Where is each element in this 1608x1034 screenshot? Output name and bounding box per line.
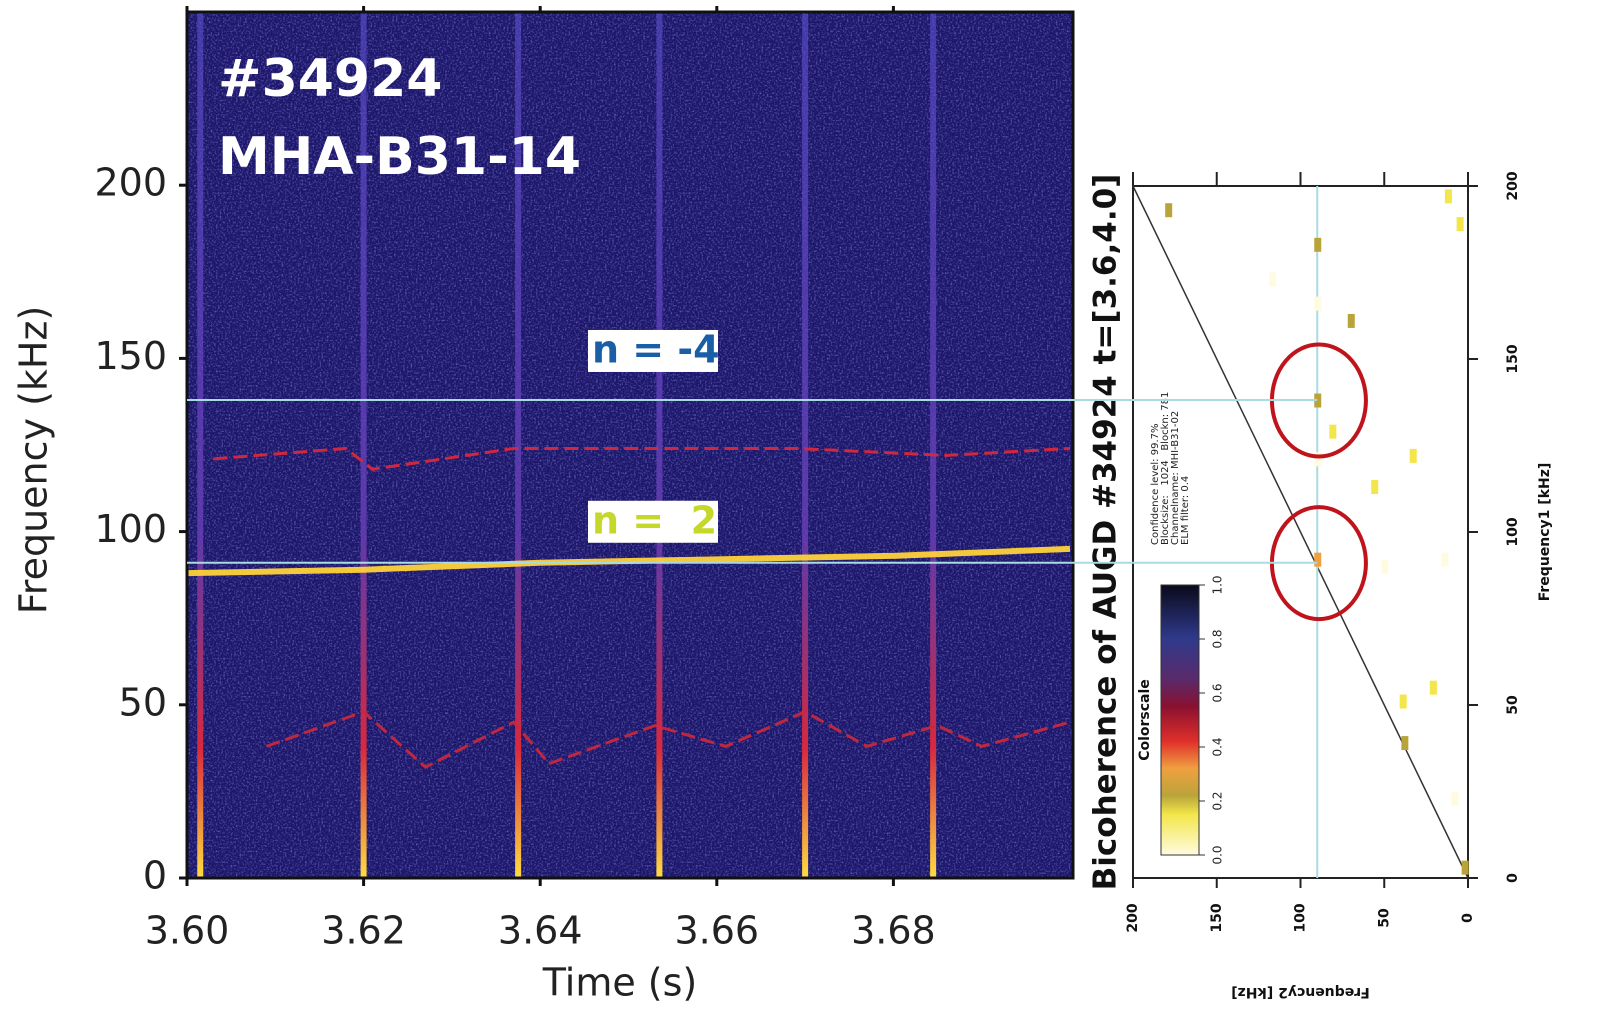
y-tick-label: 100 — [94, 507, 167, 551]
colorscale-bar — [1160, 584, 1200, 856]
y-tick-label: 150 — [94, 334, 167, 378]
bicoherence-point — [1381, 559, 1389, 574]
colorscale-tick-label: 0.2 — [1211, 791, 1225, 810]
colorscale-tick-label: 0.6 — [1211, 683, 1225, 702]
mode-trace — [213, 446, 1071, 471]
bicoherence-point — [1314, 452, 1322, 467]
elm-burst — [515, 12, 522, 878]
bicoherence-point — [1314, 393, 1322, 408]
x-tick-label: 3.68 — [851, 909, 936, 953]
colorscale-tick-label: 1.0 — [1211, 575, 1225, 594]
elm-burst — [656, 12, 663, 878]
y-tick-label: 200 — [1505, 171, 1521, 200]
plot-frame — [185, 10, 1075, 880]
x-tick-label: 50 — [1376, 908, 1392, 928]
bicoherence-point — [1314, 237, 1322, 252]
bicoherence-point — [1451, 791, 1459, 806]
spectrogram-features — [187, 12, 1071, 878]
elm-burst — [197, 12, 204, 878]
bicoherence-point — [1314, 552, 1322, 567]
bicoherence-point — [1441, 552, 1449, 567]
bicoherence-plot: 0 50 100 150 200 200 150 100 50 0 Frequency2 [kHz]… — [1088, 171, 1554, 1000]
x-tick-label: 3.60 — [145, 909, 230, 953]
y-tick-label: 100 — [1505, 517, 1521, 546]
y-tick-label: 50 — [1505, 695, 1521, 715]
colorscale-label: Colorscale — [1137, 679, 1153, 761]
y-tick-label: 50 — [119, 680, 167, 724]
info-line: Channelname: MHI-B31-02 — [1170, 411, 1181, 545]
mode-label: n = 2 — [592, 498, 717, 542]
bicoherence-point — [1429, 680, 1437, 695]
y-tick-label: 150 — [1505, 344, 1521, 373]
colorscale-tick-label: 0.0 — [1211, 845, 1225, 864]
spectrogram: 0 50 100 150 200 3.60 3.62 3.64 3.66 3.68 Time (s)… — [12, 6, 1075, 1005]
y-axis-label: Frequency1 [kHz] — [1537, 463, 1553, 602]
bicoherence-point — [1165, 203, 1173, 218]
colorscale-tick-label: 0.4 — [1211, 737, 1225, 756]
mode-label-box — [588, 329, 718, 372]
mode-label: n = -4 — [592, 327, 720, 371]
info-line: Blocksize: 1024 Blockn: 781 — [1160, 392, 1171, 545]
diagonal — [1132, 185, 1469, 879]
y-tick-label: 200 — [94, 161, 167, 205]
bicoherence-point — [1444, 189, 1452, 204]
mode-trace — [265, 710, 1071, 769]
chart-title: #34924 — [218, 49, 442, 109]
colorscale-tick-label: 0.8 — [1211, 629, 1225, 648]
elm-burst — [802, 12, 809, 878]
mode-trace — [187, 545, 1071, 577]
x-axis-label: Time (s) — [542, 961, 698, 1005]
bicoherence-point — [1269, 272, 1277, 287]
bicoherence-point — [1329, 424, 1337, 439]
x-tick-label: 3.66 — [674, 909, 759, 953]
x-tick-label: 150 — [1209, 903, 1225, 932]
x-tick-label: 200 — [1125, 903, 1141, 932]
mode-label-box — [588, 500, 718, 543]
info-line: ELM filter: 0.4 — [1180, 476, 1191, 545]
x-tick-label: 100 — [1293, 903, 1309, 932]
bicoherence-point — [1401, 736, 1409, 751]
y-tick-label: 0 — [1505, 873, 1521, 883]
y-tick-label: 0 — [143, 854, 167, 898]
bicoherence-point — [1314, 296, 1322, 311]
x-tick-label: 0 — [1460, 913, 1476, 923]
y-axis-label: Frequency (kHz) — [12, 306, 56, 615]
chart-title: MHA-B31-14 — [218, 127, 581, 187]
bicoherence-point — [1409, 448, 1417, 463]
bicoherence-point — [1399, 694, 1407, 709]
elm-burst — [360, 12, 367, 878]
bicoherence-point — [1461, 860, 1469, 875]
elm-burst — [930, 12, 937, 878]
bicoherence-point — [1347, 313, 1355, 328]
info-line: Confidence level: 99.7% — [1150, 424, 1161, 546]
bicoherence-point — [1456, 217, 1464, 232]
x-axis-label: Frequency2 [kHz] — [1231, 984, 1370, 1000]
chart-title: Bicoherence of AUGD #34924 t=[3.6,4.0] — [1088, 174, 1124, 891]
x-tick-label: 3.62 — [321, 909, 406, 953]
bicoherence-point — [1371, 480, 1379, 495]
x-tick-label: 3.64 — [498, 909, 583, 953]
